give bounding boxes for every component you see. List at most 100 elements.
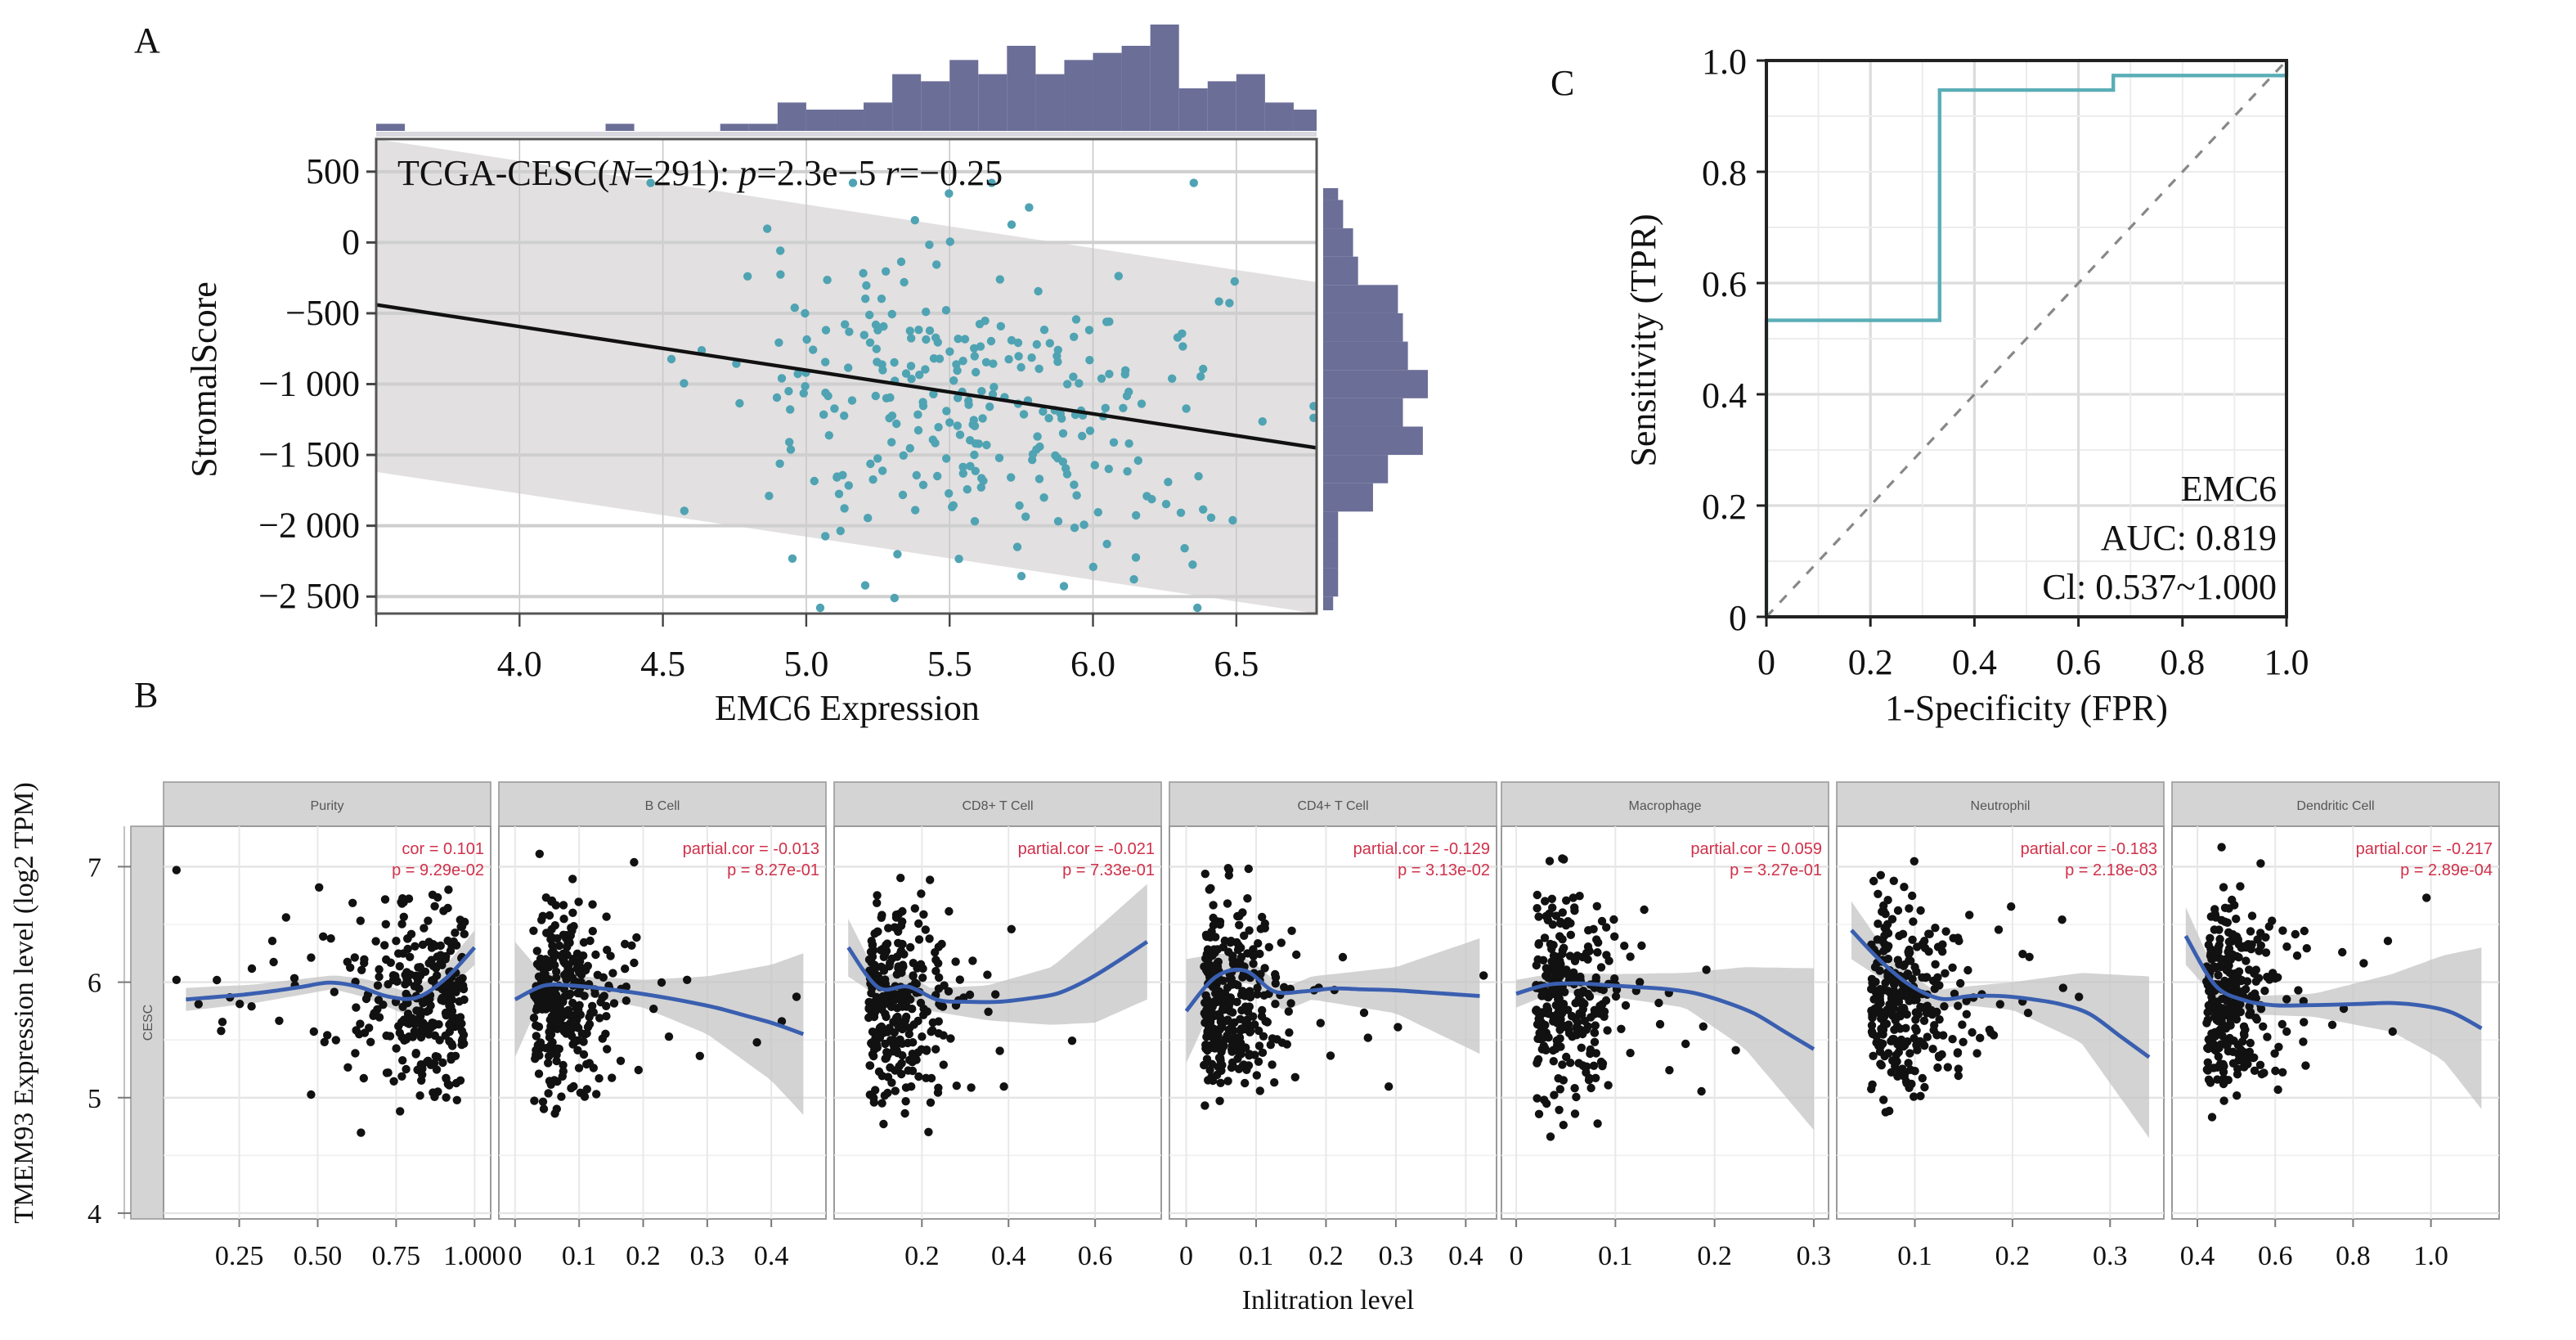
data-point [1995, 1000, 2004, 1009]
data-point [426, 1001, 435, 1010]
data-point [870, 929, 879, 938]
data-point [384, 1068, 393, 1077]
data-point [541, 961, 550, 970]
x-axis-title: Inlitration level [1242, 1285, 1415, 1315]
data-point [1228, 515, 1237, 525]
data-point [1899, 1042, 1908, 1051]
data-point [1895, 1066, 1904, 1076]
data-point [2237, 1045, 2246, 1054]
data-point [2251, 977, 2260, 987]
data-point [1879, 1011, 1888, 1021]
data-point [1879, 1095, 1888, 1104]
data-point [821, 326, 831, 335]
scatter-points [646, 178, 1318, 613]
data-point [583, 961, 592, 971]
data-point [2217, 843, 2226, 852]
histogram-bar [1093, 52, 1122, 131]
data-point [2220, 1007, 2229, 1016]
x-tick-label: 4.5 [640, 644, 685, 684]
x-axis-ticks: 4.0 4.5 5.0 5.5 6.0 6.5 [375, 614, 1259, 684]
data-point [541, 1044, 550, 1053]
data-point [389, 1077, 398, 1086]
data-point [906, 942, 915, 952]
data-point [906, 362, 916, 371]
data-point [986, 336, 996, 346]
data-point [2260, 987, 2269, 996]
data-point [1058, 429, 1068, 438]
data-point [884, 924, 893, 933]
data-point [1912, 967, 1921, 977]
annotation-p-value: =2.3e−5 [756, 153, 885, 193]
data-point [776, 246, 785, 255]
data-point [878, 466, 887, 475]
data-point [1555, 994, 1564, 1004]
data-point [307, 953, 316, 962]
data-point [995, 275, 1005, 284]
data-point [1908, 891, 1917, 901]
data-point [1551, 911, 1561, 920]
data-point [1097, 374, 1106, 383]
data-point [2237, 976, 2246, 985]
data-point [375, 965, 384, 974]
data-point [1878, 1030, 1887, 1039]
data-point [616, 1056, 626, 1066]
y-tick-label: 1.0 [1702, 42, 1747, 82]
data-point [634, 1065, 643, 1075]
data-point [896, 257, 906, 267]
data-point [1384, 1082, 1393, 1091]
data-point [460, 929, 469, 939]
data-point [1583, 955, 1592, 965]
data-point [968, 956, 977, 965]
data-point [323, 1031, 332, 1040]
data-point [1599, 985, 1609, 995]
data-point [2203, 1058, 2212, 1068]
data-point [1252, 1071, 1262, 1080]
data-point [1233, 945, 1243, 955]
data-point [371, 937, 380, 946]
y-tick-label: −2 000 [258, 506, 360, 546]
data-point [567, 1084, 576, 1093]
data-point [2246, 927, 2255, 936]
data-point [1950, 989, 1959, 999]
data-point [1593, 948, 1602, 957]
histogram-bar [949, 60, 979, 131]
data-point [984, 1007, 993, 1017]
data-point [1570, 1084, 1579, 1093]
data-point [1876, 985, 1885, 994]
data-point [1578, 1029, 1587, 1039]
data-point [2256, 859, 2265, 868]
data-point [394, 949, 403, 958]
data-point [1551, 1045, 1560, 1054]
data-point [810, 476, 819, 486]
data-point [630, 958, 639, 968]
y-tick-label: 0.6 [1702, 264, 1747, 304]
data-point [1933, 1063, 1942, 1072]
data-point [1954, 937, 1963, 946]
data-point [1887, 1036, 1896, 1046]
data-point [921, 925, 931, 934]
data-point [568, 974, 577, 983]
data-point [865, 1090, 875, 1099]
scatter-points [172, 866, 469, 1137]
row-strip [130, 825, 164, 1220]
data-point [1214, 1053, 1224, 1063]
correlation-label: partial.cor = -0.021 [1018, 840, 1155, 858]
data-point [348, 898, 357, 908]
data-point [574, 1005, 583, 1015]
data-point [2228, 930, 2237, 939]
data-point [411, 1028, 420, 1037]
data-point [1045, 339, 1055, 348]
data-point [1939, 1031, 1948, 1040]
data-point [1147, 495, 1156, 504]
facets: Purity cor = 0.101 p = 9.29e-02 0.25 0.50 0.7… [163, 781, 2500, 1271]
data-point [2237, 1054, 2246, 1063]
x-tick-label: 0.1 [1598, 1241, 1633, 1271]
data-point [568, 998, 577, 1008]
data-point [1229, 1026, 1238, 1036]
data-point [397, 1072, 406, 1081]
data-point [547, 948, 556, 957]
data-point [554, 941, 564, 951]
data-point [1084, 326, 1094, 335]
data-point [1601, 996, 1611, 1005]
data-point [845, 327, 854, 336]
